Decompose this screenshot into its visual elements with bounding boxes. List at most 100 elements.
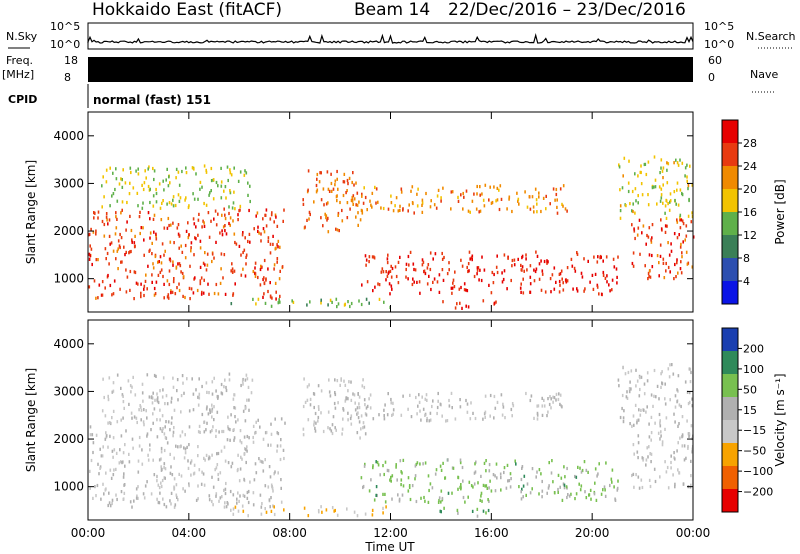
scatter-cell	[318, 407, 320, 411]
scatter-cell	[147, 264, 149, 268]
scatter-cell	[389, 269, 392, 273]
scatter-cell	[109, 242, 111, 246]
scatter-cell	[329, 427, 331, 431]
scatter-cell	[541, 269, 544, 273]
scatter-cell	[202, 472, 205, 476]
scatter-cell	[309, 397, 312, 401]
scatter-cell	[223, 445, 226, 449]
scatter-cell	[679, 213, 682, 217]
scatter-cell	[199, 265, 202, 269]
scatter-cell	[686, 390, 689, 394]
scatter-cell	[602, 273, 605, 277]
scatter-cell	[579, 488, 582, 492]
scatter-cell	[217, 184, 219, 188]
scatter-cell	[378, 283, 381, 287]
scatter-cell	[499, 184, 502, 188]
scatter-cell	[372, 289, 374, 293]
scatter-cell	[139, 210, 141, 214]
scatter-cell	[242, 250, 244, 255]
scatter-cell	[302, 202, 305, 206]
scatter-cell	[101, 293, 104, 297]
scatter-cell	[318, 180, 321, 184]
scatter-cell	[181, 169, 183, 174]
scatter-cell	[225, 385, 227, 390]
scatter-cell	[101, 409, 104, 413]
scatter-cell	[616, 488, 619, 492]
scatter-cell	[119, 448, 121, 452]
scatter-cell	[112, 455, 114, 459]
scatter-cell	[359, 218, 362, 222]
scatter-cell	[320, 216, 322, 220]
scatter-cell	[178, 246, 180, 250]
scatter-cell	[375, 485, 378, 489]
scatter-cell	[271, 211, 273, 215]
scatter-cell	[467, 262, 470, 266]
scatter-cell	[133, 297, 135, 301]
scatter-cell	[470, 484, 473, 488]
scatter-cell	[559, 485, 561, 489]
scatter-cell	[691, 436, 694, 441]
scatter-cell	[170, 491, 173, 495]
scatter-cell	[193, 463, 196, 467]
scatter-cell	[368, 260, 370, 264]
scatter-cell	[188, 443, 190, 447]
scatter-cell	[515, 462, 517, 466]
scatter-cell	[369, 393, 372, 397]
scatter-cell	[225, 232, 228, 236]
scatter-cell	[470, 401, 472, 405]
scatter-cell	[672, 473, 674, 477]
scatter-cell	[166, 167, 168, 171]
scatter-cell	[95, 433, 98, 437]
scatter-cell	[385, 270, 387, 274]
scatter-cell	[292, 300, 295, 304]
scatter-cell	[556, 198, 558, 202]
scatter-cell	[584, 287, 586, 291]
scatter-cell	[686, 179, 688, 183]
scatter-cell	[669, 192, 672, 196]
scatter-cell	[149, 200, 151, 205]
scatter-cell	[476, 192, 478, 196]
colorbar-frame	[721, 327, 739, 513]
scatter-cell	[651, 186, 654, 190]
scatter-cell	[670, 249, 673, 253]
scatter-cell	[677, 441, 679, 445]
scatter-cell	[581, 275, 584, 279]
scatter-cell	[644, 264, 646, 268]
scatter-cell	[570, 492, 572, 496]
scatter-cell	[643, 408, 645, 412]
scatter-cell	[111, 416, 113, 420]
scatter-cell	[511, 258, 514, 263]
scatter-cell	[423, 269, 426, 273]
scatter-cell	[246, 490, 249, 495]
scatter-cell	[401, 493, 404, 497]
scatter-cell	[673, 451, 675, 455]
scatter-cell	[622, 416, 625, 420]
scatter-cell	[552, 187, 555, 191]
scatter-cell	[327, 230, 330, 234]
scatter-cell	[659, 424, 662, 428]
scatter-cell	[510, 407, 513, 412]
scatter-cell	[386, 261, 389, 265]
scatter-cell	[165, 178, 167, 182]
scatter-cell	[439, 464, 442, 468]
scatter-cell	[180, 394, 183, 398]
scatter-cell	[660, 372, 662, 376]
scatter-cell	[639, 376, 641, 380]
scatter-cell	[201, 470, 203, 474]
scatter-cell	[392, 401, 394, 405]
scatter-cell	[211, 499, 213, 504]
scatter-cell	[226, 501, 229, 505]
scatter-cell	[248, 208, 250, 213]
scatter-cell	[336, 305, 338, 309]
scatter-cell	[329, 298, 332, 302]
scatter-cell	[95, 296, 97, 300]
scatter-cell	[509, 472, 512, 476]
scatter-cell	[172, 204, 175, 208]
scatter-cell	[676, 188, 678, 192]
scatter-cell	[357, 392, 359, 396]
scatter-cell	[162, 179, 164, 183]
scatter-cell	[215, 429, 217, 433]
scatter-cell	[334, 392, 337, 397]
scatter-cell	[190, 459, 193, 463]
scatter-cell	[216, 463, 219, 467]
